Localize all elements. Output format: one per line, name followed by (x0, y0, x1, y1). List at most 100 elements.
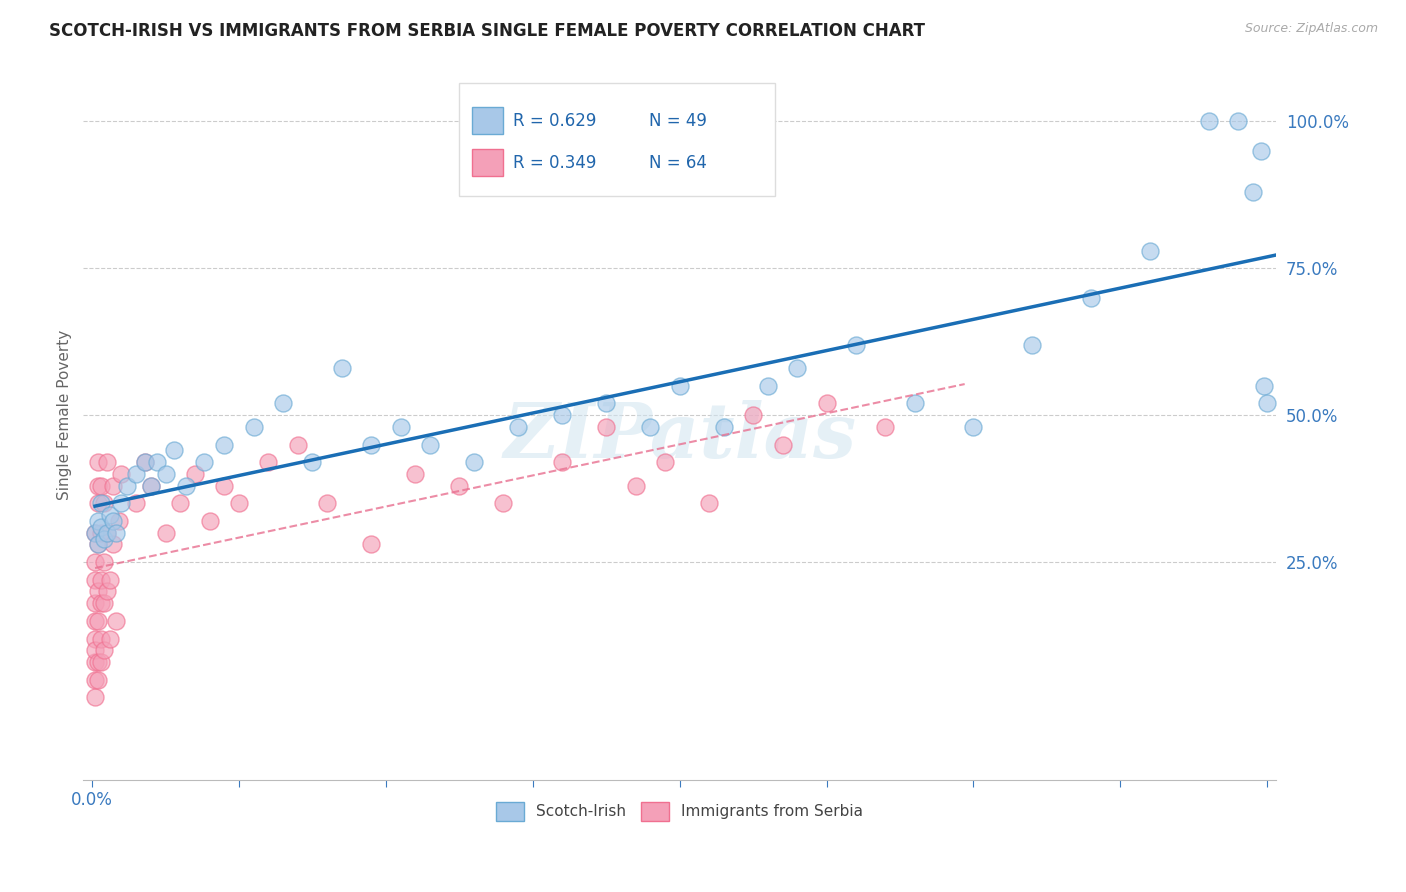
Point (84, 614, 107, 628)
Point (287, 437, 309, 451)
Point (84, 573, 107, 587)
Point (110, 496, 132, 510)
Point (87, 514, 110, 528)
Point (184, 467, 207, 481)
Point (84, 555, 107, 569)
Point (90, 525, 112, 540)
Point (125, 467, 148, 481)
Point (1139, 244, 1161, 258)
Point (875, 420, 897, 434)
Point (155, 525, 177, 540)
Point (101, 478, 124, 492)
Point (815, 396, 838, 410)
Point (96, 455, 118, 469)
Text: ZIPatlas: ZIPatlas (503, 400, 856, 474)
Point (96, 525, 118, 540)
Point (214, 478, 236, 492)
Point (1226, 114, 1249, 128)
Text: SCOTCH-IRISH VS IMMIGRANTS FROM SERBIA SINGLE FEMALE POVERTY CORRELATION CHART: SCOTCH-IRISH VS IMMIGRANTS FROM SERBIA S… (49, 22, 925, 40)
Point (756, 378, 779, 392)
Point (87, 584, 110, 599)
Point (84, 525, 107, 540)
Point (1241, 185, 1264, 199)
Point (84, 632, 107, 646)
Point (87, 655, 110, 669)
Point (786, 361, 808, 376)
Point (84, 525, 107, 540)
Point (117, 478, 139, 492)
Point (904, 396, 927, 410)
Point (87, 478, 110, 492)
Point (84, 655, 107, 669)
Point (301, 455, 323, 469)
Point (713, 420, 735, 434)
Point (668, 378, 690, 392)
Point (697, 496, 720, 510)
Point (125, 496, 148, 510)
Point (772, 437, 794, 451)
Point (107, 514, 129, 528)
Point (90, 478, 112, 492)
Y-axis label: Single Female Poverty: Single Female Poverty (58, 330, 72, 500)
Point (551, 455, 574, 469)
Point (449, 478, 471, 492)
Point (330, 361, 353, 376)
Point (360, 437, 382, 451)
Point (419, 437, 441, 451)
Point (595, 396, 617, 410)
Point (96, 525, 118, 540)
Point (163, 443, 186, 458)
Point (104, 525, 127, 540)
Point (492, 496, 515, 510)
Point (101, 514, 124, 528)
Point (93, 532, 115, 546)
Point (257, 455, 280, 469)
Point (93, 555, 115, 569)
Point (169, 496, 191, 510)
Point (174, 478, 197, 492)
Point (98, 573, 121, 587)
Point (98, 508, 121, 522)
Point (93, 496, 115, 510)
Point (87, 455, 110, 469)
Point (139, 478, 162, 492)
Point (84, 673, 107, 687)
Point (1253, 378, 1275, 392)
Point (134, 455, 156, 469)
Point (87, 496, 110, 510)
Point (1256, 396, 1278, 410)
Point (1250, 144, 1272, 158)
Point (389, 420, 412, 434)
Point (90, 520, 112, 534)
Point (962, 420, 984, 434)
Point (134, 455, 156, 469)
Point (463, 455, 485, 469)
Point (104, 614, 127, 628)
Legend: Scotch-Irish, Immigrants from Serbia: Scotch-Irish, Immigrants from Serbia (491, 796, 869, 827)
Text: Source: ZipAtlas.com: Source: ZipAtlas.com (1244, 22, 1378, 36)
Point (101, 537, 124, 551)
Point (214, 437, 236, 451)
Point (145, 455, 167, 469)
Point (84, 690, 107, 705)
Point (87, 537, 110, 551)
Point (93, 643, 115, 657)
Point (84, 596, 107, 610)
Point (551, 408, 574, 422)
Point (96, 584, 118, 599)
Point (1198, 114, 1220, 128)
Point (198, 514, 221, 528)
Point (98, 632, 121, 646)
Point (506, 420, 529, 434)
Point (87, 614, 110, 628)
Point (155, 467, 177, 481)
Point (1080, 291, 1102, 305)
Point (640, 420, 662, 434)
Point (845, 337, 868, 351)
Point (316, 496, 339, 510)
Point (595, 420, 617, 434)
Point (90, 596, 112, 610)
Point (139, 478, 162, 492)
Point (624, 478, 647, 492)
Point (654, 455, 676, 469)
